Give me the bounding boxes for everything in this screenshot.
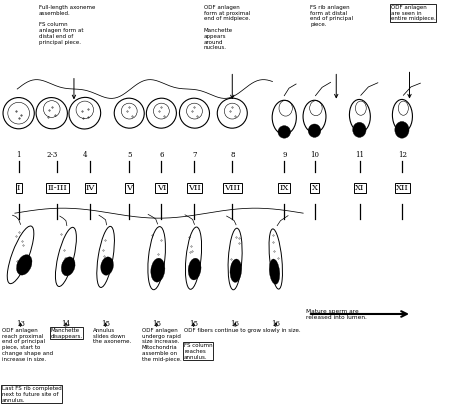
Text: 2-3: 2-3 [46,151,57,159]
Text: Mature sperm are
released into lumen.: Mature sperm are released into lumen. [306,309,366,320]
Text: FS column
reaches
annulus.: FS column reaches annulus. [184,343,213,360]
Ellipse shape [151,258,165,282]
Text: 1: 1 [17,151,21,159]
Text: IV: IV [86,184,95,192]
Text: VIII: VIII [224,184,240,192]
Ellipse shape [100,257,113,275]
Text: ODF anlagen
are seen in
entire midpiece.: ODF anlagen are seen in entire midpiece. [391,5,435,21]
Ellipse shape [308,124,321,138]
Ellipse shape [353,122,366,138]
Text: 14: 14 [62,320,71,328]
Text: FS rib anlagen
form at distal
end of principal
piece.: FS rib anlagen form at distal end of pri… [310,5,353,27]
Text: 9: 9 [282,151,286,159]
Text: 16: 16 [271,320,280,328]
Text: 7: 7 [192,151,197,159]
Text: ODF anlagen
undergo rapid
size increase.
Mitochondria
assemble on
the mid-piece.: ODF anlagen undergo rapid size increase.… [142,328,181,362]
Ellipse shape [17,255,32,275]
Text: 8: 8 [230,151,235,159]
Text: XII: XII [396,184,409,192]
Ellipse shape [61,257,75,276]
Ellipse shape [269,259,280,284]
Text: ODF anlagen
form at proximal
end of midpiece.

Manchette
appears
around
nucleus.: ODF anlagen form at proximal end of midp… [204,5,250,51]
Text: 12: 12 [398,151,407,159]
Text: II-III: II-III [47,184,67,192]
Ellipse shape [395,122,409,138]
Text: 15: 15 [189,320,198,328]
Ellipse shape [188,258,201,280]
Text: 15: 15 [101,320,110,328]
Text: 16: 16 [231,320,240,328]
Text: IX: IX [280,184,289,192]
Text: 5: 5 [127,151,131,159]
Text: X: X [311,184,318,192]
Text: Annulus
slides down
the axoneme.: Annulus slides down the axoneme. [93,328,131,344]
Ellipse shape [230,259,242,283]
Text: 10: 10 [310,151,319,159]
Text: ODF anlagen
reach proximal
end of principal
piece, start to
change shape and
inc: ODF anlagen reach proximal end of princi… [1,328,53,362]
Text: I: I [17,184,20,192]
Text: Last FS rib completed
next to future site of
annulus.: Last FS rib completed next to future sit… [1,386,62,403]
Text: ODF fibers continue to grow slowly in size.: ODF fibers continue to grow slowly in si… [184,328,301,333]
Text: Manchette
disappears.: Manchette disappears. [50,328,82,339]
Text: 6: 6 [159,151,164,159]
Text: VII: VII [188,184,201,192]
Text: XI: XI [355,184,365,192]
Text: 4: 4 [82,151,87,159]
Ellipse shape [278,126,291,138]
Text: 13: 13 [16,320,25,328]
Text: 11: 11 [356,151,365,159]
Text: Full-length axoneme
assembled.

FS column
anlagen form at
distal end of
principa: Full-length axoneme assembled. FS column… [38,5,95,45]
Text: VI: VI [157,184,166,192]
Text: V: V [126,184,132,192]
Text: 15: 15 [152,320,161,328]
